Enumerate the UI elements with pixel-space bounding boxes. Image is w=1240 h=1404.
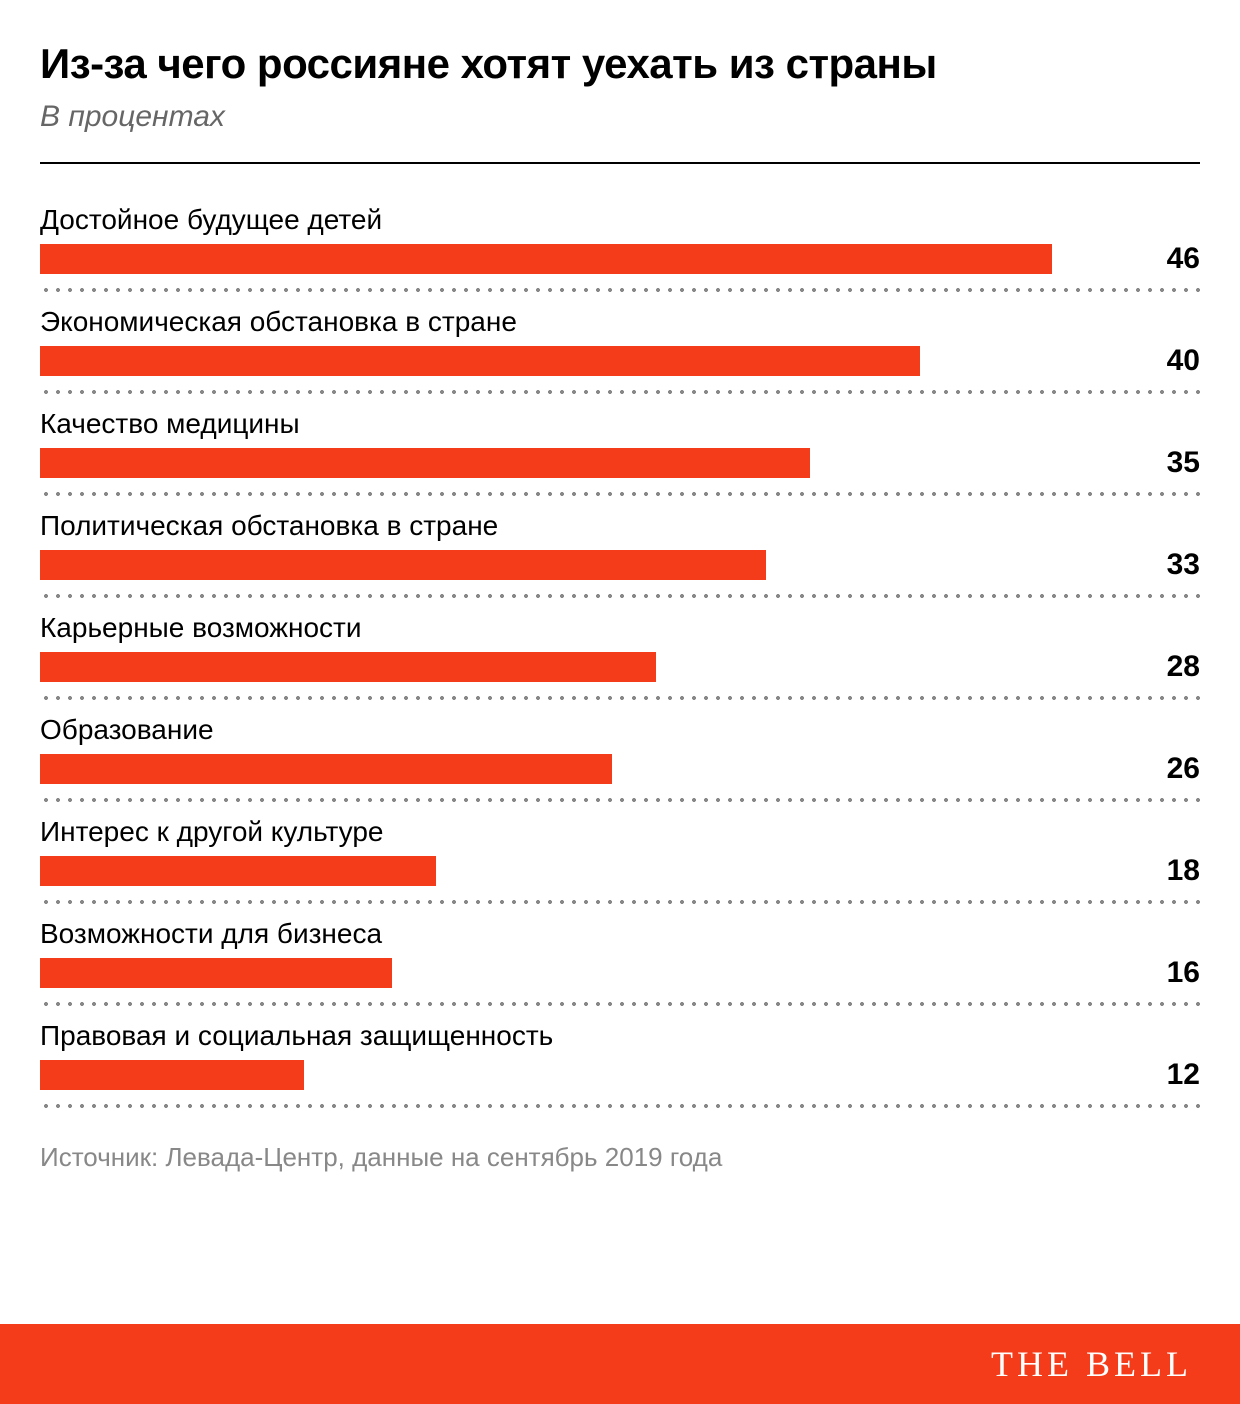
bar-row: Качество медицины 35 (40, 408, 1200, 500)
row-dotted-separator (40, 276, 1200, 296)
bar-fill (40, 652, 656, 682)
bar-fill (40, 550, 766, 580)
bar-row: Экономическая обстановка в стране 40 (40, 306, 1200, 398)
bar-value: 26 (1140, 752, 1200, 786)
bar-label: Правовая и социальная защищенность (40, 1020, 1200, 1052)
bar-value: 12 (1140, 1058, 1200, 1092)
bar-value: 28 (1140, 650, 1200, 684)
bar-wrap: 40 (40, 346, 1200, 376)
bar-label: Интерес к другой культуре (40, 816, 1200, 848)
bar-label: Возможности для бизнеса (40, 918, 1200, 950)
bar-chart: Достойное будущее детей 46 Экономическая о… (40, 204, 1200, 1112)
bar-fill (40, 448, 810, 478)
title-divider (40, 162, 1200, 164)
bar-label: Качество медицины (40, 408, 1200, 440)
row-dotted-separator (40, 378, 1200, 398)
chart-subtitle: В процентах (40, 100, 1200, 134)
bar-label: Достойное будущее детей (40, 204, 1200, 236)
bar-wrap: 33 (40, 550, 1200, 580)
row-dotted-separator (40, 582, 1200, 602)
bar-wrap: 16 (40, 958, 1200, 988)
bar-wrap: 18 (40, 856, 1200, 886)
bar-wrap: 26 (40, 754, 1200, 784)
bar-fill (40, 958, 392, 988)
row-dotted-separator (40, 990, 1200, 1010)
bar-row: Образование 26 (40, 714, 1200, 806)
row-dotted-separator (40, 480, 1200, 500)
bar-value: 35 (1140, 446, 1200, 480)
bar-track (40, 244, 1140, 274)
bar-track (40, 550, 1140, 580)
row-dotted-separator (40, 684, 1200, 704)
bar-fill (40, 1060, 304, 1090)
bar-fill (40, 754, 612, 784)
chart-title: Из-за чего россияне хотят уехать из стра… (40, 40, 1200, 88)
bar-track (40, 346, 1140, 376)
bar-label: Экономическая обстановка в стране (40, 306, 1200, 338)
bar-track (40, 1060, 1140, 1090)
row-dotted-separator (40, 888, 1200, 908)
chart-container: Из-за чего россияне хотят уехать из стра… (0, 0, 1240, 1173)
bar-value: 33 (1140, 548, 1200, 582)
bar-track (40, 448, 1140, 478)
bar-value: 18 (1140, 854, 1200, 888)
row-dotted-separator (40, 1092, 1200, 1112)
bar-wrap: 46 (40, 244, 1200, 274)
bar-row: Интерес к другой культуре 18 (40, 816, 1200, 908)
bar-track (40, 958, 1140, 988)
footer-bar: THE BELL (0, 1324, 1240, 1404)
bar-row: Возможности для бизнеса 16 (40, 918, 1200, 1010)
bar-track (40, 856, 1140, 886)
bar-track (40, 754, 1140, 784)
bar-label: Политическая обстановка в стране (40, 510, 1200, 542)
bar-value: 46 (1140, 242, 1200, 276)
bar-value: 16 (1140, 956, 1200, 990)
bar-wrap: 35 (40, 448, 1200, 478)
bar-value: 40 (1140, 344, 1200, 378)
bar-row: Правовая и социальная защищенность 12 (40, 1020, 1200, 1112)
bar-wrap: 28 (40, 652, 1200, 682)
bar-fill (40, 346, 920, 376)
source-text: Источник: Левада-Центр, данные на сентяб… (40, 1142, 1200, 1173)
bar-track (40, 652, 1140, 682)
brand-logo: THE BELL (991, 1343, 1192, 1385)
bar-row: Политическая обстановка в стране 33 (40, 510, 1200, 602)
bar-fill (40, 244, 1052, 274)
row-dotted-separator (40, 786, 1200, 806)
bar-row: Карьерные возможности 28 (40, 612, 1200, 704)
bar-wrap: 12 (40, 1060, 1200, 1090)
bar-label: Образование (40, 714, 1200, 746)
bar-label: Карьерные возможности (40, 612, 1200, 644)
bar-row: Достойное будущее детей 46 (40, 204, 1200, 296)
bar-fill (40, 856, 436, 886)
